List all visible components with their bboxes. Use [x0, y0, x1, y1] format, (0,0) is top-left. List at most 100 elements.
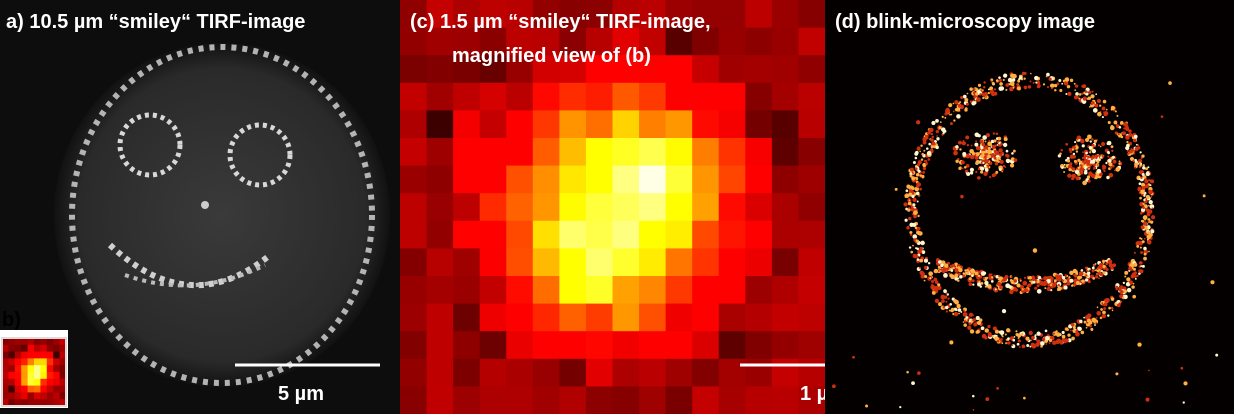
localization — [928, 271, 933, 276]
localization — [919, 247, 923, 251]
localization — [913, 210, 918, 215]
pixel — [692, 386, 719, 414]
localization — [1151, 215, 1155, 219]
localization — [999, 168, 1002, 171]
pixel — [666, 359, 693, 387]
pixel — [34, 338, 41, 345]
localization — [1008, 285, 1012, 289]
localization — [921, 158, 923, 160]
localization — [1086, 157, 1088, 159]
localization — [917, 227, 920, 230]
pixel — [692, 359, 719, 387]
localization — [1075, 331, 1078, 334]
localization — [1074, 89, 1076, 91]
localization — [1006, 328, 1010, 332]
localization — [1017, 343, 1020, 346]
pixel — [2, 352, 9, 359]
pixel — [798, 0, 825, 28]
pixel — [533, 166, 560, 194]
localization — [1081, 163, 1083, 165]
localization — [1143, 221, 1147, 225]
localization — [1079, 271, 1084, 276]
localization — [948, 103, 952, 107]
localization — [1143, 247, 1147, 251]
localization — [1072, 155, 1076, 159]
localization — [943, 306, 945, 308]
localization — [1058, 79, 1061, 82]
pixel — [613, 110, 640, 138]
localization — [1099, 264, 1102, 267]
localization — [930, 138, 934, 142]
localization — [1105, 262, 1108, 265]
localization — [931, 136, 933, 138]
localization — [1092, 104, 1094, 106]
localization — [976, 88, 979, 91]
localization — [1029, 346, 1031, 348]
localization — [1133, 263, 1137, 267]
pixel — [21, 379, 28, 386]
pixel — [40, 345, 47, 352]
pixel — [47, 372, 54, 379]
localization — [962, 141, 966, 145]
localization — [1112, 160, 1116, 164]
localization — [1026, 344, 1029, 347]
pixel — [719, 386, 746, 414]
pixel — [400, 331, 427, 359]
localization — [1144, 219, 1146, 221]
pixel — [639, 110, 666, 138]
pixel — [559, 359, 586, 387]
localization — [966, 103, 969, 106]
pixel — [586, 193, 613, 221]
pixel — [533, 331, 560, 359]
pixel — [40, 386, 47, 393]
pixel — [2, 358, 9, 365]
pixel — [719, 55, 746, 83]
localization — [924, 259, 928, 263]
localization — [919, 151, 921, 153]
localization — [1016, 283, 1020, 287]
localization — [954, 312, 958, 316]
pixel — [28, 338, 35, 345]
localization — [1139, 182, 1142, 185]
localization — [1068, 168, 1071, 171]
localization — [1017, 80, 1020, 83]
pixel — [772, 83, 799, 111]
localization — [1057, 286, 1061, 290]
pixel — [453, 221, 480, 249]
localization — [919, 259, 923, 263]
localization — [922, 137, 927, 142]
pixel — [2, 345, 9, 352]
localization — [1119, 160, 1121, 162]
localization — [970, 100, 972, 102]
localization — [1100, 308, 1103, 311]
localization — [1035, 82, 1037, 84]
localization — [1079, 320, 1082, 323]
localization — [981, 326, 985, 330]
localization — [1003, 79, 1005, 81]
localization — [945, 270, 947, 272]
localization — [935, 280, 938, 283]
localization — [1081, 269, 1084, 272]
pixel — [639, 248, 666, 276]
localization — [1148, 220, 1150, 222]
localization — [953, 103, 955, 105]
localization — [915, 226, 918, 229]
pixel — [40, 358, 47, 365]
localization — [919, 271, 923, 275]
localization — [1097, 306, 1099, 308]
localization — [1088, 168, 1090, 170]
pixel — [480, 276, 507, 304]
localization — [1124, 271, 1128, 275]
localization — [962, 168, 964, 170]
localization — [1065, 143, 1068, 146]
pixel — [506, 138, 533, 166]
localization — [956, 149, 958, 151]
pixel — [506, 83, 533, 111]
localization — [1033, 82, 1035, 84]
localization — [1029, 331, 1033, 335]
localization — [975, 97, 977, 99]
localization — [917, 163, 919, 165]
localization — [1103, 265, 1106, 268]
pixel — [53, 338, 60, 345]
localization — [963, 96, 965, 98]
